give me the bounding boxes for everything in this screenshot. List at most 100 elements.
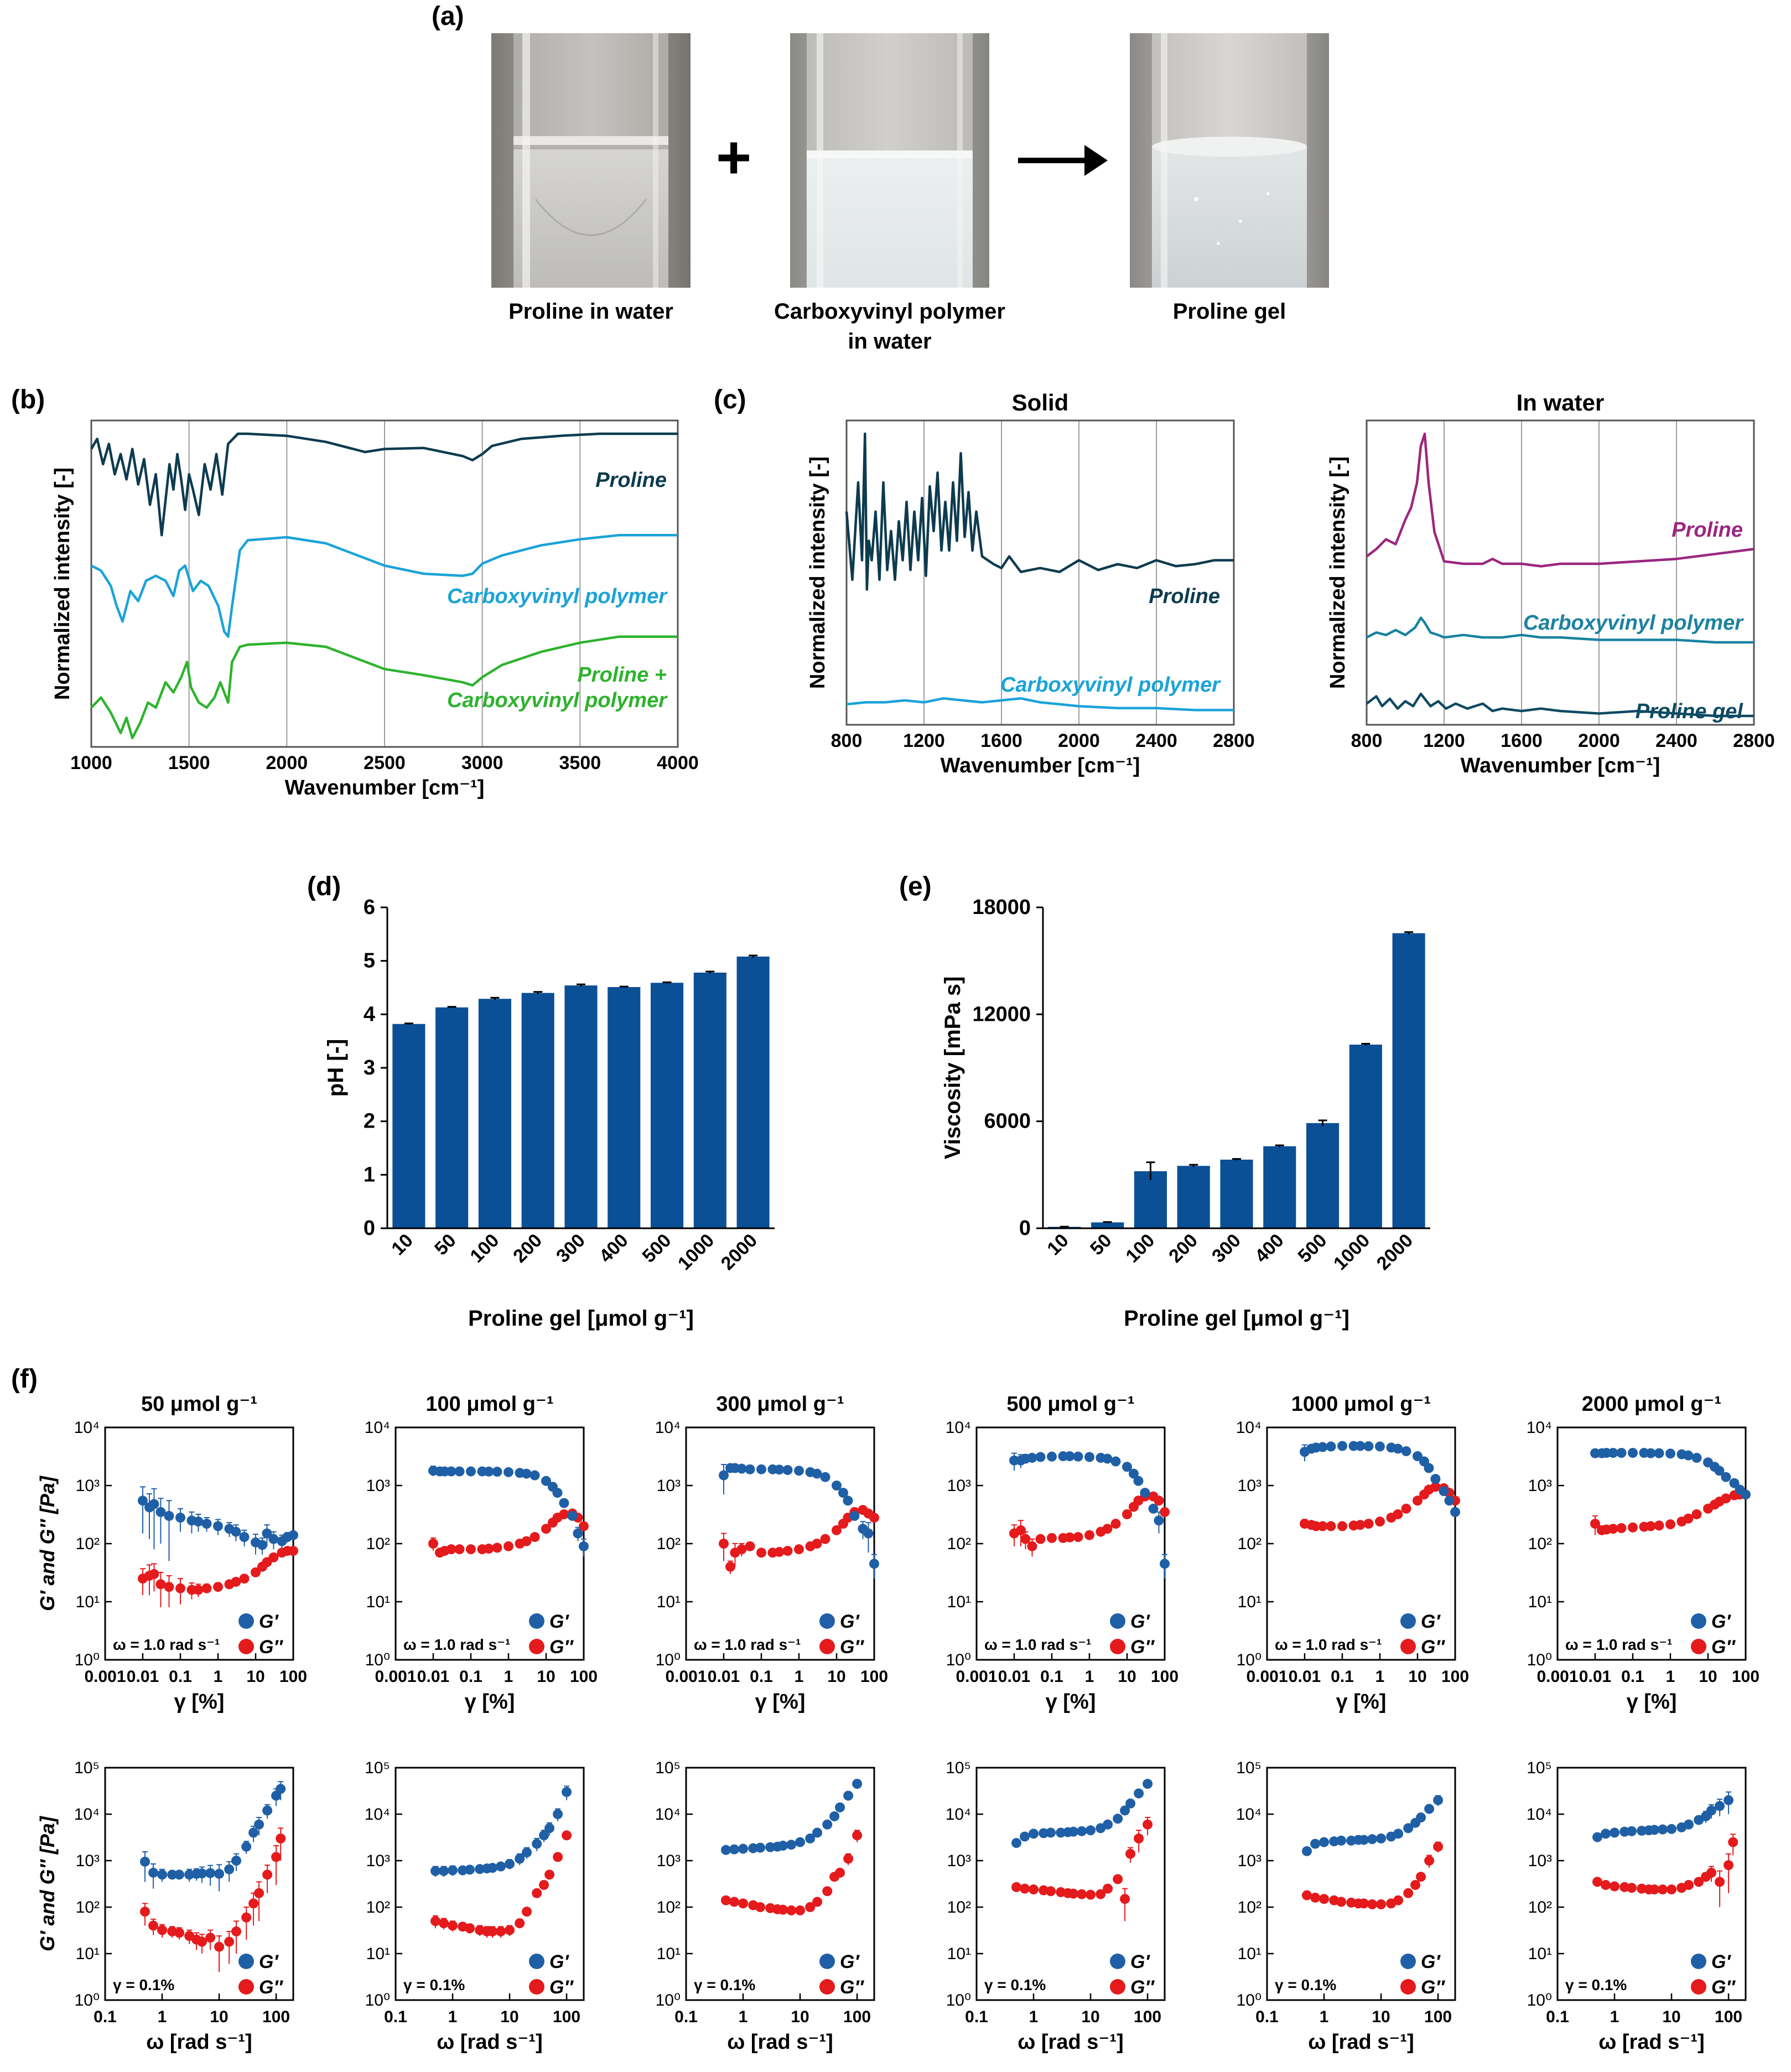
g-double-prime-point bbox=[288, 1546, 298, 1556]
g-double-prime-point bbox=[205, 1933, 216, 1943]
bar-100 bbox=[1134, 1171, 1167, 1228]
x-tick-label: 2800 bbox=[1733, 730, 1775, 751]
x-tick-label: 0.001 bbox=[84, 1668, 126, 1686]
y-tick-label: 10² bbox=[76, 1898, 100, 1917]
y-tick-label: 10³ bbox=[657, 1852, 681, 1870]
x-axis-label: γ [%] bbox=[465, 1690, 515, 1713]
g-prime-point bbox=[487, 1863, 498, 1873]
bar-1000 bbox=[1349, 1045, 1382, 1228]
g-double-prime-point bbox=[778, 1904, 788, 1915]
x-tick-label: 0.1 bbox=[965, 2008, 988, 2026]
g-prime-point bbox=[745, 1464, 755, 1474]
bar-300 bbox=[1220, 1159, 1253, 1228]
y-tick-label: 10⁰ bbox=[946, 1651, 971, 1669]
g-double-prime-point bbox=[465, 1923, 475, 1934]
g-double-prime-point bbox=[174, 1928, 185, 1938]
g-double-prime-point bbox=[1336, 1897, 1347, 1907]
x-tick-label: 0.01 bbox=[1289, 1668, 1321, 1686]
x-tick-label: 1000 bbox=[674, 1230, 718, 1274]
g-prime-point bbox=[515, 1853, 525, 1864]
g-prime-point bbox=[430, 1866, 441, 1876]
g-prime-point bbox=[193, 1517, 204, 1527]
y-tick-label: 10⁵ bbox=[655, 1759, 681, 1777]
legend-label-g-prime: G′ bbox=[1421, 1611, 1441, 1632]
g-double-prime-point bbox=[820, 1534, 830, 1544]
series-line-proline bbox=[90, 432, 678, 537]
g-prime-point bbox=[175, 1513, 185, 1523]
plot-frame bbox=[394, 1767, 585, 2001]
g-prime-point bbox=[496, 1861, 506, 1872]
legend-marker-g-double-prime bbox=[1110, 1639, 1125, 1654]
g-prime-point bbox=[748, 1843, 759, 1853]
caption-proline-in-water: Proline in water bbox=[508, 299, 673, 324]
g-prime-point bbox=[214, 1868, 225, 1879]
g-double-prime-point bbox=[843, 1853, 854, 1864]
g-prime-point bbox=[1683, 1450, 1694, 1461]
g-prime-point bbox=[1125, 1798, 1136, 1809]
g-prime-point bbox=[552, 1488, 563, 1498]
legend-marker-g-prime bbox=[238, 1613, 254, 1629]
panel-title: 100 μmol g⁻¹ bbox=[425, 1393, 553, 1416]
g-double-prime-point bbox=[1020, 1534, 1031, 1544]
y-tick-label: 10² bbox=[1238, 1898, 1262, 1917]
y-tick-label: 1 bbox=[364, 1163, 375, 1186]
x-tick-label: 1 bbox=[1666, 1668, 1675, 1686]
y-tick-label: 10⁴ bbox=[655, 1805, 681, 1824]
g-double-prime-point bbox=[496, 1926, 506, 1936]
y-tick-label: 10⁰ bbox=[1237, 1651, 1262, 1669]
x-tick-label: 0.1 bbox=[94, 2008, 117, 2026]
g-double-prime-point bbox=[805, 1902, 816, 1912]
y-axis-label: Normalized intensity [-] bbox=[51, 468, 74, 700]
g-double-prime-point bbox=[1154, 1495, 1164, 1506]
g-double-prime-point bbox=[835, 1867, 845, 1878]
panel-title: 1000 μmol g⁻¹ bbox=[1291, 1393, 1431, 1416]
g-double-prime-point bbox=[1319, 1894, 1330, 1904]
x-tick-label: 0.1 bbox=[1331, 1668, 1354, 1686]
g-double-prime-point bbox=[786, 1905, 797, 1915]
y-tick-label: 10⁰ bbox=[75, 1651, 100, 1669]
g-prime-point bbox=[719, 1470, 729, 1481]
x-tick-label: 1 bbox=[214, 1668, 223, 1686]
x-tick-label: 4000 bbox=[657, 752, 699, 773]
x-tick-label: 0.001 bbox=[1246, 1668, 1288, 1686]
g-prime-point bbox=[1715, 1801, 1725, 1811]
g-double-prime-point bbox=[1113, 1874, 1123, 1884]
g-double-prime-point bbox=[1627, 1883, 1637, 1893]
g-double-prime-point bbox=[175, 1583, 185, 1593]
g-double-prime-point bbox=[1302, 1890, 1312, 1900]
g-prime-point bbox=[1729, 1478, 1740, 1488]
legend-label-g-double-prime: G″ bbox=[840, 1977, 864, 1998]
g-prime-point bbox=[1367, 1834, 1378, 1845]
x-tick-label: 1 bbox=[158, 2008, 167, 2026]
g-double-prime-point bbox=[149, 1569, 159, 1579]
g-double-prime-point bbox=[1694, 1877, 1704, 1887]
panel-label-d: (d) bbox=[307, 872, 341, 901]
x-tick-label: 1600 bbox=[980, 730, 1022, 751]
g-prime-point bbox=[466, 1466, 476, 1477]
g-prime-point bbox=[1424, 1463, 1434, 1473]
g-double-prime-point bbox=[1430, 1482, 1441, 1492]
legend-label-g-prime: G′ bbox=[549, 1611, 569, 1632]
legend-marker-g-double-prime bbox=[529, 1979, 544, 1995]
g-prime-point bbox=[1102, 1453, 1113, 1464]
g-double-prime-point bbox=[1721, 1493, 1731, 1504]
panel-title: 500 μmol g⁻¹ bbox=[1006, 1393, 1134, 1416]
g-prime-point bbox=[521, 1468, 532, 1479]
g-double-prime-point bbox=[1658, 1884, 1668, 1895]
x-axis-label: γ [%] bbox=[1336, 1690, 1387, 1713]
x-axis-label: ω [rad s⁻¹] bbox=[1308, 2031, 1414, 2054]
y-tick-label: 10⁵ bbox=[946, 1759, 971, 1777]
legend-marker-g-prime bbox=[1110, 1954, 1125, 1969]
series-label: Carboxyvinyl polymer bbox=[1000, 673, 1221, 697]
g-prime-point bbox=[492, 1467, 502, 1477]
y-tick-label: 10¹ bbox=[1528, 1945, 1552, 1963]
y-tick-label: 10² bbox=[947, 1898, 971, 1917]
g-prime-point bbox=[458, 1865, 468, 1876]
plot-frame bbox=[685, 1767, 875, 2001]
g-double-prime-point bbox=[1125, 1848, 1136, 1859]
g-prime-point bbox=[774, 1465, 785, 1475]
x-tick-label: 0.01 bbox=[127, 1668, 159, 1686]
legend-label-g-prime: G′ bbox=[1130, 1611, 1150, 1632]
g-prime-point bbox=[454, 1466, 465, 1477]
x-tick-label: 2500 bbox=[364, 752, 406, 773]
